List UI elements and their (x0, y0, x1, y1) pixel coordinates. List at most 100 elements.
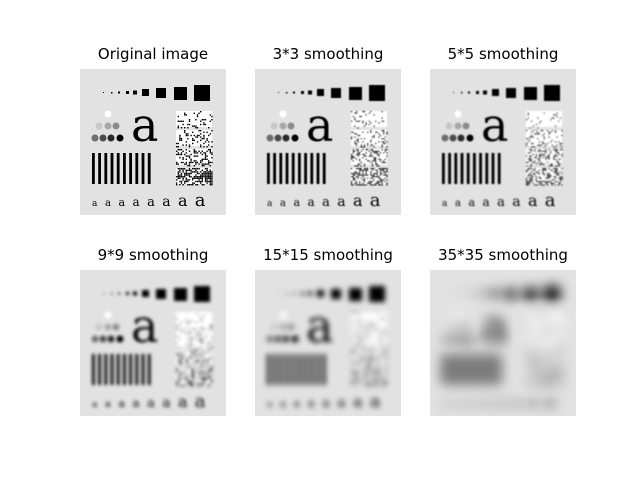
small-letter-a: a (545, 391, 556, 412)
small-letter-a: a (92, 400, 98, 410)
small-letter-a: a (195, 190, 206, 211)
square-block (286, 92, 288, 94)
square-block (483, 90, 487, 95)
vertical-bar (298, 153, 301, 184)
test-pattern-svg: aa a a a a a a a (80, 69, 226, 215)
square-block (461, 92, 463, 94)
small-letter-a: a (293, 196, 300, 209)
test-pattern-svg: aa a a a a a a a (80, 270, 226, 416)
vertical-bar (479, 354, 482, 385)
small-letter-a: a (353, 191, 363, 210)
square-block (317, 89, 324, 96)
square-block (126, 292, 129, 295)
vertical-bar (92, 354, 95, 385)
panel-title: Original image (97, 45, 209, 63)
square-block (506, 88, 516, 98)
vertical-bar (497, 153, 501, 184)
gray-disc (99, 134, 107, 142)
small-letter-a: a (195, 391, 206, 412)
vertical-bar (485, 354, 489, 385)
vertical-bar (442, 354, 445, 385)
square-block (293, 292, 295, 295)
gray-disc (112, 122, 120, 130)
gray-disc (91, 134, 99, 142)
square-block (111, 293, 113, 295)
square-block (103, 293, 104, 294)
small-letter-a: a (267, 199, 273, 209)
vertical-bar (267, 153, 270, 184)
small-letter-a: a (442, 400, 448, 410)
gray-disc (282, 134, 290, 142)
vertical-bar (497, 354, 501, 385)
small-letter-a: a (512, 395, 520, 411)
vertical-bar (104, 354, 108, 385)
square-block (369, 286, 385, 302)
gray-disc (454, 323, 462, 331)
gray-disc (279, 122, 287, 130)
gray-disc (449, 134, 457, 142)
noise-rectangle (351, 350, 387, 366)
vertical-bar (448, 354, 451, 385)
square-block (174, 87, 187, 100)
gray-disc (116, 134, 124, 142)
vertical-bar (116, 153, 120, 184)
small-letter-a: a (118, 397, 125, 410)
vertical-bar (279, 354, 283, 385)
small-letter-a: a (105, 198, 111, 209)
gray-disc (270, 323, 278, 331)
panel-title: 15*15 smoothing (263, 246, 393, 264)
square-block (174, 288, 187, 301)
noise-rectangle (526, 111, 562, 127)
gray-disc (99, 335, 107, 343)
gray-disc (287, 323, 295, 331)
square-block (194, 85, 210, 101)
square-block (103, 92, 104, 93)
gray-disc (462, 122, 470, 130)
test-pattern-svg: aa a a a a a a a (430, 69, 576, 215)
test-pattern-svg: aa a a a a a a a (255, 270, 401, 416)
gray-disc (104, 311, 112, 319)
small-letter-a: a (483, 396, 490, 410)
square-block (156, 289, 166, 299)
vertical-bar (141, 354, 145, 385)
gray-disc (95, 323, 103, 331)
small-letter-a: a (147, 396, 155, 411)
small-letter-a: a (468, 397, 475, 410)
vertical-bar (110, 354, 114, 385)
square-block (524, 87, 537, 100)
square-block (194, 286, 210, 302)
vertical-bar (466, 354, 470, 385)
gray-disc (279, 323, 287, 331)
vertical-bar (291, 354, 295, 385)
square-block (118, 292, 120, 295)
vertical-bar (135, 354, 139, 385)
small-letter-a: a (442, 199, 448, 209)
square-block (461, 293, 463, 295)
vertical-bar (285, 153, 289, 184)
gray-disc (107, 335, 115, 343)
gray-disc (441, 134, 449, 142)
small-letter-a: a (322, 396, 330, 411)
square-block (317, 290, 324, 297)
vertical-bar (129, 354, 132, 385)
vertical-bar (147, 354, 151, 385)
small-letter-a: a (105, 399, 111, 410)
square-block (476, 292, 479, 295)
square-block (492, 290, 499, 297)
vertical-bar (267, 354, 270, 385)
noise-rectangle (526, 312, 562, 328)
small-letter-a: a (280, 198, 286, 209)
gray-disc (445, 122, 453, 130)
vertical-bar (322, 153, 326, 184)
gray-disc (466, 134, 474, 142)
square-block (133, 90, 137, 95)
panel-title: 35*35 smoothing (438, 246, 568, 264)
small-letter-a: a (178, 191, 188, 210)
square-block (476, 91, 479, 94)
vertical-bar (98, 153, 101, 184)
panel-title: 3*3 smoothing (272, 45, 384, 63)
small-letter-a: a (337, 395, 345, 411)
square-block (349, 87, 362, 100)
vertical-bar (92, 153, 95, 184)
big-letter-a: a (131, 299, 158, 353)
